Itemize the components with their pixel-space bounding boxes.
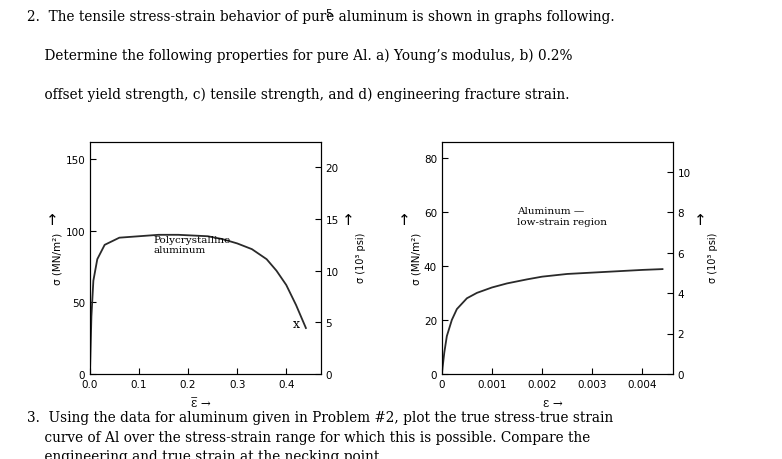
Y-axis label: σ (MN/m²): σ (MN/m²) [411, 232, 421, 284]
Text: ε →: ε → [543, 396, 562, 409]
Text: curve of Al over the stress-strain range for which this is possible. Compare the: curve of Al over the stress-strain range… [27, 430, 590, 444]
Text: ↑: ↑ [46, 213, 59, 228]
Y-axis label: σ (MN/m²): σ (MN/m²) [52, 232, 63, 284]
Text: ↑: ↑ [342, 213, 354, 228]
Text: ε̅ →: ε̅ → [191, 396, 210, 409]
Text: Polycrystalline
aluminum: Polycrystalline aluminum [154, 235, 231, 255]
Text: engineering and true strain at the necking point.: engineering and true strain at the necki… [27, 449, 384, 459]
Text: 2.  The tensile stress-strain behavior of pure aluminum is shown in graphs follo: 2. The tensile stress-strain behavior of… [27, 10, 615, 24]
Text: 5: 5 [325, 9, 332, 18]
Text: Determine the following properties for pure Al. a) Young’s modulus, b) 0.2%: Determine the following properties for p… [27, 49, 573, 63]
Text: σ (10³ psi): σ (10³ psi) [708, 232, 718, 282]
Text: σ (10³ psi): σ (10³ psi) [356, 232, 366, 282]
Text: x: x [292, 318, 300, 330]
Text: 3.  Using the data for aluminum given in Problem #2, plot the true stress-true s: 3. Using the data for aluminum given in … [27, 410, 614, 425]
Text: Aluminum —
low-strain region: Aluminum — low-strain region [517, 207, 607, 226]
Text: offset yield strength, c) tensile strength, and d) engineering fracture strain.: offset yield strength, c) tensile streng… [27, 87, 570, 102]
Text: ↑: ↑ [694, 213, 706, 228]
Text: ↑: ↑ [398, 213, 411, 228]
